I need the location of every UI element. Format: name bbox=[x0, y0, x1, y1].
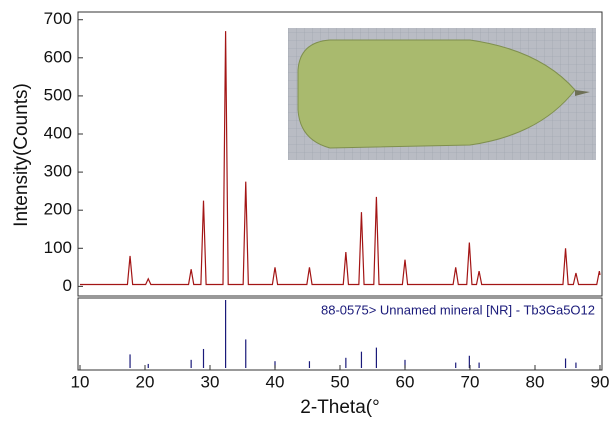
reference-annotation: 88-0575> Unnamed mineral [NR] - Tb3Ga5O1… bbox=[321, 302, 595, 317]
x-tick-label: 20 bbox=[136, 372, 155, 391]
x-tick-label: 40 bbox=[266, 372, 285, 391]
x-tick-label: 70 bbox=[461, 372, 480, 391]
y-tick-label: 100 bbox=[44, 238, 72, 257]
y-tick-label: 600 bbox=[44, 47, 72, 66]
xrd-trace bbox=[80, 31, 601, 286]
x-tick-label: 50 bbox=[331, 372, 350, 391]
y-axis-label: Intensity(Counts) bbox=[11, 83, 32, 227]
y-tick-label: 500 bbox=[44, 85, 72, 104]
y-tick-label: 300 bbox=[44, 162, 72, 181]
y-tick-label: 700 bbox=[44, 9, 72, 28]
inset-photo bbox=[288, 28, 596, 160]
x-tick-label: 10 bbox=[71, 372, 90, 391]
x-axis-label: 2-Theta(° bbox=[300, 397, 379, 418]
y-tick-label: 200 bbox=[44, 200, 72, 219]
plot-frame bbox=[77, 11, 603, 297]
x-tick-label: 80 bbox=[526, 372, 545, 391]
y-tick-label: 0 bbox=[63, 276, 72, 295]
x-tick-label: 90 bbox=[591, 372, 610, 391]
y-tick-label: 400 bbox=[44, 123, 72, 142]
x-tick-label: 30 bbox=[201, 372, 220, 391]
x-tick-label: 60 bbox=[396, 372, 415, 391]
